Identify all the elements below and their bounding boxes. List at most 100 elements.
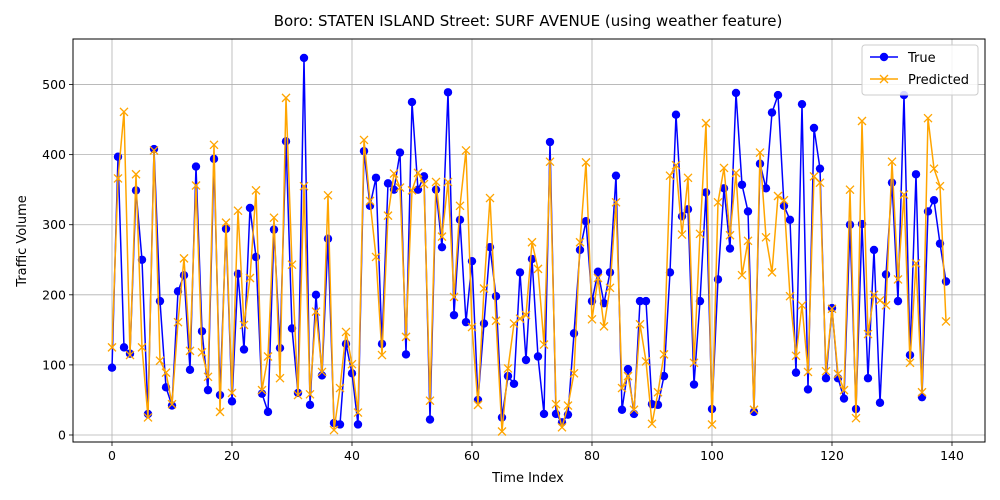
true-point xyxy=(323,234,333,243)
true-point xyxy=(539,409,549,419)
true-point xyxy=(521,355,531,365)
predicted-point xyxy=(803,367,813,377)
predicted-point xyxy=(221,218,231,228)
true-point xyxy=(491,292,501,301)
true-point xyxy=(725,244,735,253)
predicted-point xyxy=(761,232,771,242)
true-point xyxy=(395,148,405,157)
predicted-point xyxy=(569,368,579,378)
y-tick-label: 200 xyxy=(42,287,66,302)
true-point xyxy=(455,215,465,225)
predicted-point xyxy=(407,185,417,195)
y-tick-label: 500 xyxy=(42,77,66,92)
predicted-point xyxy=(563,401,573,411)
predicted-point xyxy=(839,385,849,395)
true-point xyxy=(443,88,453,97)
predicted-point xyxy=(707,420,717,429)
predicted-point xyxy=(527,237,537,247)
true-point xyxy=(665,268,675,277)
predicted-point xyxy=(203,372,213,382)
predicted-point xyxy=(335,383,345,393)
predicted-point xyxy=(479,284,489,293)
true-point xyxy=(137,255,147,264)
predicted-point xyxy=(413,168,423,178)
predicted-point xyxy=(419,179,429,189)
chart-title: Boro: STATEN ISLAND Street: SURF AVENUE … xyxy=(274,12,783,30)
predicted-point xyxy=(551,399,561,409)
x-tick-label: 60 xyxy=(464,448,480,463)
predicted-point xyxy=(881,300,891,310)
true-point xyxy=(245,203,255,213)
predicted-point xyxy=(833,369,843,379)
predicted-point xyxy=(491,316,501,326)
true-point xyxy=(263,407,273,417)
predicted-point xyxy=(359,135,369,145)
true-point xyxy=(281,137,291,146)
true-point xyxy=(191,162,201,171)
predicted-point xyxy=(173,317,183,327)
true-point xyxy=(605,268,615,277)
true-point xyxy=(929,196,939,205)
true-point xyxy=(461,317,471,327)
predicted-point xyxy=(899,190,909,200)
true-point xyxy=(407,97,417,107)
true-point xyxy=(239,345,249,354)
predicted-point xyxy=(449,292,459,302)
true-point xyxy=(941,277,951,286)
predicted-point xyxy=(209,140,219,150)
predicted-point xyxy=(305,389,315,399)
true-point xyxy=(437,242,447,252)
true-point xyxy=(893,296,903,306)
true-point xyxy=(875,398,885,407)
predicted-point xyxy=(443,177,453,187)
predicted-point xyxy=(149,145,159,155)
true-point xyxy=(749,407,759,417)
predicted-point xyxy=(935,181,945,191)
predicted-point xyxy=(863,329,873,339)
predicted-point xyxy=(197,347,207,357)
predicted-point xyxy=(731,168,741,178)
predicted-point xyxy=(797,300,807,310)
predicted-point xyxy=(437,232,447,242)
predicted-point xyxy=(539,340,549,350)
true-point xyxy=(767,108,777,117)
true-point xyxy=(839,394,849,403)
true-point xyxy=(107,363,117,372)
predicted-point xyxy=(245,273,255,283)
true-point xyxy=(401,350,411,359)
predicted-point xyxy=(473,400,483,410)
predicted-point xyxy=(629,405,639,415)
predicted-point xyxy=(845,185,855,195)
true-point xyxy=(803,385,813,394)
true-point xyxy=(623,364,633,374)
predicted-point xyxy=(275,373,285,383)
true-point xyxy=(617,405,627,414)
predicted-point xyxy=(281,93,291,103)
predicted-point xyxy=(917,387,927,397)
x-axis-ticks: 0 20 40 60 80 100 120 140 xyxy=(108,442,964,463)
predicted-point xyxy=(641,356,651,366)
true-point xyxy=(797,99,807,109)
true-point xyxy=(185,365,195,375)
predicted-point xyxy=(611,197,621,207)
x-tick-label: 120 xyxy=(820,448,844,463)
predicted-point xyxy=(689,358,699,368)
predicted-point xyxy=(647,419,657,429)
predicted-point xyxy=(311,307,321,317)
predicted-point xyxy=(851,413,861,423)
predicted-point xyxy=(431,177,441,187)
true-point xyxy=(197,327,207,336)
predicted-point xyxy=(269,213,279,223)
predicted-point xyxy=(113,174,123,183)
true-point xyxy=(671,110,681,119)
predicted-point xyxy=(227,388,237,398)
true-point xyxy=(425,415,435,424)
true-point xyxy=(713,275,723,284)
predicted-point xyxy=(785,291,795,301)
true-point xyxy=(821,374,831,383)
predicted-point xyxy=(353,408,363,418)
x-tick-label: 20 xyxy=(224,448,240,463)
true-point xyxy=(635,296,645,306)
predicted-point xyxy=(485,193,495,203)
